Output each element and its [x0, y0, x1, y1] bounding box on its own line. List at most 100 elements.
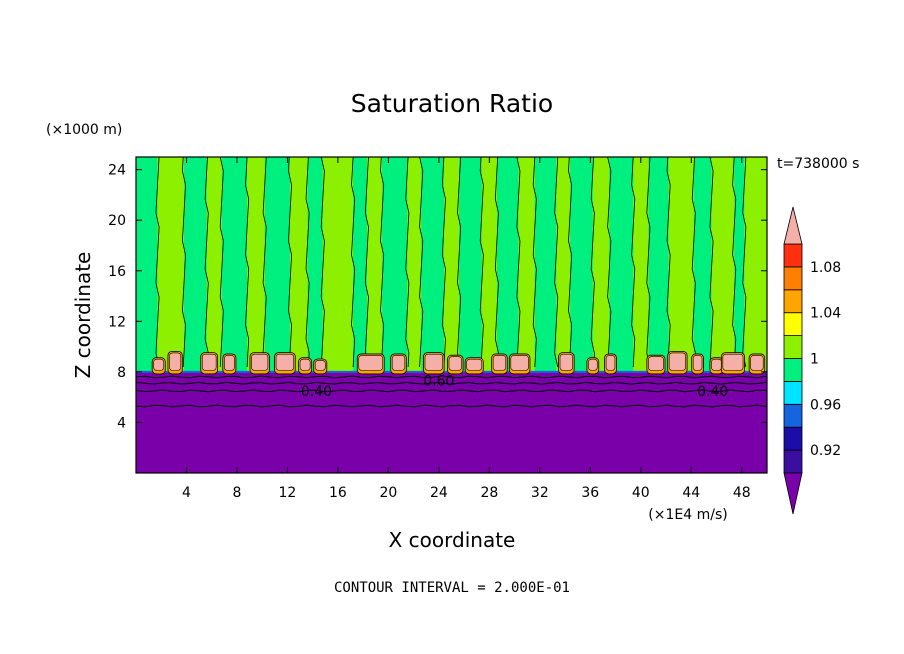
- column-band-15: [443, 157, 460, 372]
- plot-area: [136, 157, 767, 473]
- column-edge-28: [691, 157, 696, 368]
- column-band-21: [556, 157, 571, 372]
- contour-label-0: 0.40: [301, 384, 332, 400]
- x-tick-label-8: 36: [581, 485, 599, 501]
- cloud-blob-15: [559, 353, 573, 371]
- column-band-12: [382, 157, 408, 372]
- column-band-30: [734, 157, 745, 372]
- x-tick-label-7: 32: [531, 485, 549, 501]
- cloud-blob-23: [750, 355, 764, 371]
- colorbar-under-arrow: [783, 472, 803, 515]
- column-edge-7: [287, 157, 293, 368]
- column-band-13: [407, 157, 422, 372]
- column-edge-17: [479, 157, 484, 368]
- cloud-blob-4: [251, 353, 269, 371]
- column-edge-22: [568, 157, 573, 368]
- cloud-blob-12: [466, 358, 483, 371]
- colorbar-band-5: [783, 335, 803, 359]
- column-edge-10: [351, 157, 356, 368]
- x-unit-label: (×1E4 m/s): [648, 507, 727, 523]
- colorbar: [783, 206, 803, 515]
- cloud-blob-7: [314, 360, 326, 371]
- cloud-blob-6: [299, 358, 311, 371]
- column-band-25: [633, 157, 649, 372]
- column-edge-29: [709, 157, 714, 368]
- column-edge-16: [457, 157, 462, 368]
- cloud-blob-5: [275, 353, 295, 371]
- cloud-blob-2: [201, 353, 217, 371]
- time-label: t=738000 s: [777, 156, 859, 172]
- column-band-18: [496, 157, 519, 372]
- column-edge-14: [419, 157, 424, 368]
- column-band-26: [648, 157, 670, 372]
- y-axis-label: Z coordinate: [71, 252, 95, 379]
- x-tick-label-4: 20: [379, 485, 397, 501]
- x-axis-label: X coordinate: [389, 528, 516, 552]
- x-tick-label-1: 8: [232, 485, 241, 501]
- column-edge-2: [181, 157, 187, 368]
- column-edge-15: [441, 157, 446, 368]
- y-tick-label-4: 20: [108, 213, 126, 229]
- column-band-16: [459, 157, 483, 372]
- contour-interval-footer: CONTOUR INTERVAL = 2.000E-01: [334, 580, 570, 596]
- colorbar-band-8: [783, 266, 803, 291]
- x-tick-label-11: 48: [733, 485, 751, 501]
- column-band-8: [307, 157, 324, 372]
- cloud-blob-10: [424, 353, 443, 371]
- cloud-blob-1: [169, 352, 182, 371]
- cloud-blob-8: [358, 355, 384, 371]
- column-band-9: [322, 157, 354, 372]
- column-edge-25: [631, 157, 636, 368]
- x-tick-label-2: 12: [279, 485, 297, 501]
- column-edge-4: [219, 157, 224, 368]
- column-edge-9: [320, 157, 325, 368]
- column-band-24: [609, 157, 634, 372]
- colorbar-band-0: [783, 449, 803, 474]
- y-tick-label-2: 12: [108, 314, 126, 330]
- colorbar-band-7: [783, 289, 803, 314]
- column-edge-23: [590, 157, 595, 368]
- lower-purple-field: [136, 371, 767, 473]
- column-band-14: [421, 157, 445, 372]
- cloud-blob-18: [648, 356, 664, 371]
- chart-title: Saturation Ratio: [351, 89, 553, 118]
- column-edge-27: [666, 157, 671, 368]
- cloud-blob-22: [722, 353, 744, 371]
- column-edge-11: [364, 157, 369, 368]
- x-axis-ticks: 4 8 12 16 20 24 28 32 36 40 44 48: [182, 157, 751, 501]
- cloud-blob-20: [692, 355, 703, 371]
- column-edge-5: [245, 157, 250, 368]
- column-edge-26: [646, 157, 651, 368]
- column-edge-24: [607, 157, 612, 368]
- column-edge-31: [742, 157, 747, 368]
- cloud-blob-16: [588, 358, 598, 371]
- column-edge-1: [155, 157, 160, 368]
- contour-line-2: [136, 389, 767, 393]
- cloud-blob-3: [224, 355, 235, 371]
- y-tick-label-5: 24: [108, 163, 126, 179]
- cloud-top-layer: [151, 350, 766, 375]
- column-band-7: [289, 157, 309, 372]
- column-band-3: [206, 157, 223, 372]
- x-tick-label-10: 44: [682, 485, 700, 501]
- column-edge-12: [380, 157, 385, 368]
- contour-label-1: 0.60: [423, 374, 454, 390]
- colorbar-band-9: [783, 243, 803, 268]
- contour-label-2: 0.40: [697, 384, 728, 400]
- colorbar-label-0: 0.92: [810, 443, 841, 459]
- column-band-11: [366, 157, 383, 372]
- x-tick-label-9: 40: [632, 485, 650, 501]
- column-edge-19: [516, 157, 521, 368]
- cloud-blob-11: [448, 356, 462, 371]
- x-tick-label-3: 16: [329, 485, 347, 501]
- cloud-blob-17: [605, 355, 616, 371]
- x-tick-label-5: 24: [430, 485, 448, 501]
- column-band-17: [481, 157, 498, 372]
- column-edge-13: [405, 157, 410, 368]
- column-band-31: [744, 157, 767, 372]
- cloud-blob-9: [391, 355, 406, 371]
- column-band-27: [668, 157, 695, 372]
- colorbar-band-3: [783, 380, 803, 405]
- colorbar-label-4: 1.08: [810, 260, 841, 276]
